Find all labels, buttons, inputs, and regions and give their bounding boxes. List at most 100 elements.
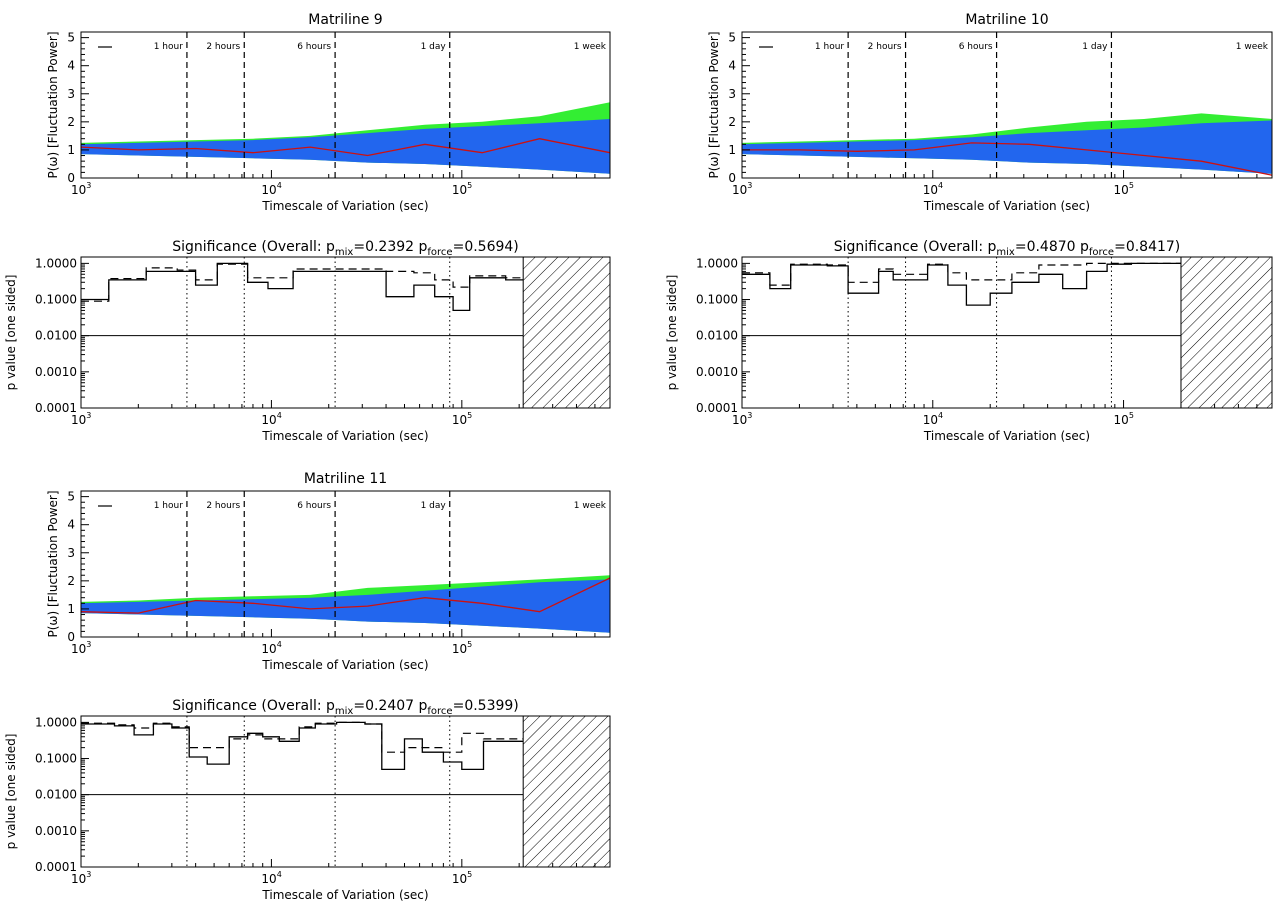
time-marker-label: 1 week <box>574 501 607 511</box>
time-marker-label: 2 hours <box>206 42 240 52</box>
hatched-region <box>522 715 611 868</box>
p-mix-step-line <box>742 262 1181 306</box>
y-tick-label: 1 <box>67 143 75 157</box>
power-y-axis-label: P(ω) [Fluctuation Power] <box>707 31 721 178</box>
observed-power-line <box>80 138 611 157</box>
x-tick-label: 105 <box>452 181 472 197</box>
panel-2: Matriline 10 1 hour 2 hours 6 hours 1 day 1 w… <box>665 12 1273 443</box>
mix-band <box>742 120 1272 174</box>
significance-y-axis-label: p value [one sided] <box>4 275 18 391</box>
y-tick-label: 0.0010 <box>696 365 738 379</box>
mix-band <box>81 119 610 174</box>
time-marker-label: 6 hours <box>959 42 993 52</box>
y-tick-label: 3 <box>728 87 736 101</box>
time-marker-label: 1 hour <box>815 42 845 52</box>
y-tick-label: 1.0000 <box>35 256 77 270</box>
time-marker-label: 2 hours <box>206 501 240 511</box>
y-tick-label: 0 <box>67 171 75 185</box>
time-marker-label: 1 day <box>421 42 447 52</box>
time-marker-label: 1 day <box>1082 42 1108 52</box>
p-mix-step-line <box>81 262 524 312</box>
x-tick-label: 105 <box>1114 181 1134 197</box>
x-tick-label: 104 <box>923 181 943 197</box>
y-tick-label: 2 <box>67 574 75 588</box>
observed-power-line <box>80 577 611 614</box>
x-tick-label: 103 <box>71 870 91 886</box>
significance-plot: Significance (Overall: pmix=0.2407 pforc… <box>4 698 611 902</box>
y-tick-label: 1 <box>67 602 75 616</box>
y-tick-label: 1.0000 <box>35 715 77 729</box>
y-tick-label: 4 <box>67 518 75 532</box>
y-tick-label: 3 <box>67 87 75 101</box>
y-tick-label: 0.0010 <box>35 365 77 379</box>
y-tick-label: 0.0001 <box>35 860 77 874</box>
power-y-axis-label: P(ω) [Fluctuation Power] <box>46 490 60 637</box>
significance-title: Significance (Overall: pmix=0.4870 pforc… <box>834 239 1181 258</box>
y-tick-label: 5 <box>67 31 75 45</box>
x-axis-label: Timescale of Variation (sec) <box>261 429 428 443</box>
x-axis-label: Timescale of Variation (sec) <box>261 658 428 672</box>
y-tick-label: 0.0010 <box>35 824 77 838</box>
power-plot-title: Matriline 11 <box>304 471 387 487</box>
y-tick-label: 4 <box>67 59 75 73</box>
y-tick-label: 0.0001 <box>696 401 738 415</box>
x-axis-label: Timescale of Variation (sec) <box>261 199 428 213</box>
y-tick-label: 2 <box>67 115 75 129</box>
x-axis-label: Timescale of Variation (sec) <box>923 429 1090 443</box>
significance-plot-frame <box>741 256 1273 409</box>
x-tick-label: 104 <box>923 411 943 427</box>
x-tick-label: 104 <box>261 870 281 886</box>
significance-plot: Significance (Overall: pmix=0.4870 pforc… <box>665 239 1273 443</box>
power-y-axis-label: P(ω) [Fluctuation Power] <box>46 31 60 178</box>
x-tick-label: 105 <box>452 870 472 886</box>
significance-plot-frame <box>80 256 611 409</box>
time-marker-label: 1 day <box>421 501 447 511</box>
x-tick-label: 105 <box>1114 411 1134 427</box>
x-tick-label: 103 <box>732 181 752 197</box>
time-marker-label: 1 hour <box>154 501 184 511</box>
power-plot-title: Matriline 10 <box>965 12 1048 28</box>
time-marker-label: 2 hours <box>868 42 902 52</box>
significance-title: Significance (Overall: pmix=0.2392 pforc… <box>172 239 519 258</box>
hatched-region <box>1180 256 1273 409</box>
significance-plot-frame <box>80 715 611 868</box>
y-tick-label: 1.0000 <box>696 256 738 270</box>
y-tick-label: 1 <box>728 143 736 157</box>
power-plot: Matriline 9 1 hour 2 hours 6 hours 1 day 1 we… <box>46 12 611 213</box>
panel-3: Matriline 11 1 hour 2 hours 6 hours 1 day 1 w… <box>4 471 611 902</box>
y-tick-label: 2 <box>728 115 736 129</box>
y-tick-label: 4 <box>728 59 736 73</box>
time-marker-label: 1 week <box>1236 42 1269 52</box>
y-tick-label: 0.1000 <box>35 752 77 766</box>
panel-1: Matriline 9 1 hour 2 hours 6 hours 1 day 1 we… <box>4 12 611 443</box>
x-tick-label: 105 <box>452 411 472 427</box>
x-tick-label: 103 <box>71 411 91 427</box>
x-tick-label: 103 <box>732 411 752 427</box>
p-force-step-line <box>81 721 524 753</box>
time-marker-label: 6 hours <box>297 501 331 511</box>
y-tick-label: 0.0100 <box>35 329 77 343</box>
y-tick-label: 0.1000 <box>35 293 77 307</box>
power-plot-title: Matriline 9 <box>308 12 382 28</box>
significance-title: Significance (Overall: pmix=0.2407 pforc… <box>172 698 519 717</box>
mix-band <box>81 579 610 633</box>
time-marker-label: 6 hours <box>297 42 331 52</box>
x-tick-label: 104 <box>261 411 281 427</box>
y-tick-label: 0 <box>67 630 75 644</box>
x-tick-label: 104 <box>261 640 281 656</box>
time-marker-label: 1 week <box>574 42 607 52</box>
x-tick-label: 104 <box>261 181 281 197</box>
x-tick-label: 105 <box>452 640 472 656</box>
y-tick-label: 0.1000 <box>696 293 738 307</box>
y-tick-label: 0.0001 <box>35 401 77 415</box>
power-plot: Matriline 10 1 hour 2 hours 6 hours 1 day 1 w… <box>707 12 1273 213</box>
x-axis-label: Timescale of Variation (sec) <box>923 199 1090 213</box>
significance-plot: Significance (Overall: pmix=0.2392 pforc… <box>4 239 611 443</box>
y-tick-label: 5 <box>728 31 736 45</box>
x-tick-label: 103 <box>71 181 91 197</box>
p-force-step-line <box>81 263 524 302</box>
y-tick-label: 0 <box>728 171 736 185</box>
y-tick-label: 0.0100 <box>35 788 77 802</box>
x-tick-label: 103 <box>71 640 91 656</box>
